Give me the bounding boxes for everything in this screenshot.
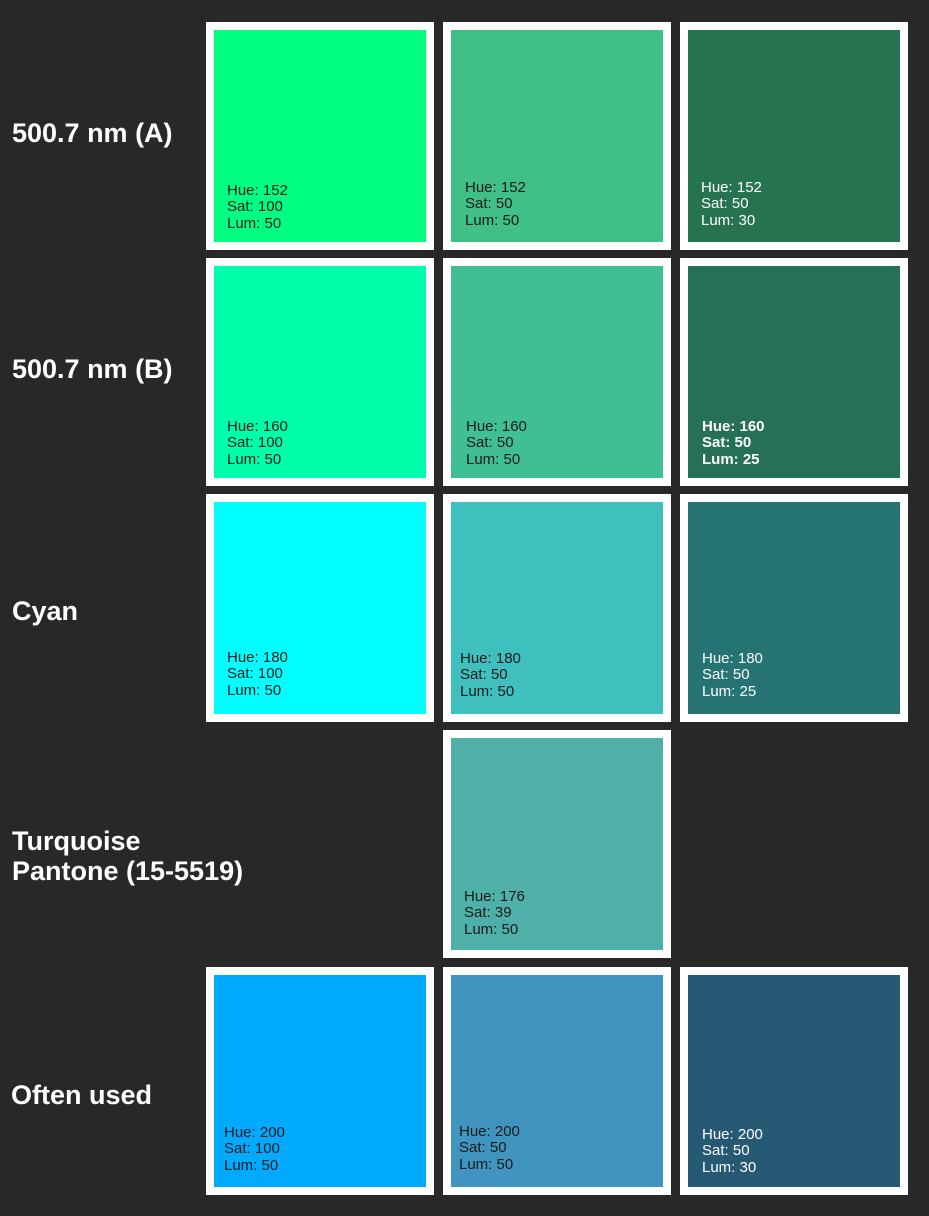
swatch-info: Hue: 160 Sat: 50 Lum: 25 (702, 417, 765, 469)
sat-value: Sat: 50 (701, 195, 749, 212)
swatch-hue152-sat50-lum30: Hue: 152 Sat: 50 Lum: 30 (680, 22, 908, 250)
lum-value: Lum: 50 (466, 450, 521, 468)
swatch-info: Hue: 152 Sat: 50 Lum: 30 (701, 178, 762, 230)
sat-value: Sat: 50 (702, 1142, 750, 1159)
sat-value: Sat: 100 (227, 665, 283, 682)
sat-value: Sat: 50 (459, 1139, 507, 1156)
swatch-hue180-sat100-lum50: Hue: 180 Sat: 100 Lum: 50 (206, 494, 434, 722)
swatch-hue152-sat100-lum50: Hue: 152 Sat: 100 Lum: 50 (206, 22, 434, 250)
swatch-info: Hue: 180 Sat: 100 Lum: 50 (227, 648, 288, 700)
lum-value: Lum: 50 (464, 920, 519, 938)
hue-value: Hue: 160 (466, 417, 527, 435)
hue-value: Hue: 180 (460, 649, 521, 667)
row-label-turquoise-pantone: Turquoise Pantone (15-5519) (12, 826, 244, 886)
swatch-hue160-sat50-lum50: Hue: 160 Sat: 50 Lum: 50 (443, 258, 671, 486)
row-label-500-7-nm-b: 500.7 nm (B) (12, 354, 173, 384)
sat-value: Sat: 50 (460, 666, 508, 683)
swatch-info: Hue: 200 Sat: 50 Lum: 30 (702, 1125, 763, 1177)
swatch-hue180-sat50-lum25: Hue: 180 Sat: 50 Lum: 25 (680, 494, 908, 722)
hue-value: Hue: 152 (465, 178, 526, 196)
lum-value: Lum: 50 (459, 1155, 514, 1173)
swatch-hue160-sat50-lum25: Hue: 160 Sat: 50 Lum: 25 (680, 258, 908, 486)
row-label-cyan: Cyan (12, 596, 79, 626)
swatch-info: Hue: 152 Sat: 100 Lum: 50 (227, 181, 288, 233)
swatch-hue160-sat100-lum50: Hue: 160 Sat: 100 Lum: 50 (206, 258, 434, 486)
row-label-500-7-nm-a: 500.7 nm (A) (12, 118, 173, 148)
lum-value: Lum: 30 (701, 211, 756, 229)
lum-value: Lum: 50 (224, 1156, 279, 1174)
lum-value: Lum: 25 (702, 682, 757, 700)
hue-value: Hue: 180 (702, 649, 763, 667)
swatch-hue200-sat100-lum50: Hue: 200 Sat: 100 Lum: 50 (206, 967, 434, 1195)
hue-value: Hue: 200 (459, 1122, 520, 1140)
swatch-info: Hue: 152 Sat: 50 Lum: 50 (465, 178, 526, 230)
swatch-info: Hue: 160 Sat: 50 Lum: 50 (466, 417, 527, 469)
swatch-hue200-sat50-lum50: Hue: 200 Sat: 50 Lum: 50 (443, 967, 671, 1195)
hue-value: Hue: 152 (227, 181, 288, 199)
lum-value: Lum: 25 (702, 450, 760, 468)
hue-value: Hue: 152 (701, 178, 762, 196)
hue-value: Hue: 180 (227, 648, 288, 666)
swatch-hue152-sat50-lum50: Hue: 152 Sat: 50 Lum: 50 (443, 22, 671, 250)
hue-value: Hue: 176 (464, 887, 525, 905)
swatch-hue200-sat50-lum30: Hue: 200 Sat: 50 Lum: 30 (680, 967, 908, 1195)
swatch-info: Hue: 200 Sat: 100 Lum: 50 (224, 1123, 285, 1175)
swatch-info: Hue: 180 Sat: 50 Lum: 25 (702, 649, 763, 701)
swatch-info: Hue: 160 Sat: 100 Lum: 50 (227, 417, 288, 469)
swatch-info: Hue: 200 Sat: 50 Lum: 50 (459, 1122, 520, 1174)
sat-value: Sat: 50 (702, 434, 752, 451)
swatch-info: Hue: 176 Sat: 39 Lum: 50 (464, 887, 525, 939)
lum-value: Lum: 50 (227, 681, 282, 699)
lum-value: Lum: 50 (227, 450, 282, 468)
hue-value: Hue: 160 (227, 417, 288, 435)
hue-value: Hue: 200 (224, 1123, 285, 1141)
lum-value: Lum: 50 (227, 214, 282, 232)
lum-value: Lum: 50 (465, 211, 520, 229)
sat-value: Sat: 100 (224, 1140, 280, 1157)
swatch-hue180-sat50-lum50: Hue: 180 Sat: 50 Lum: 50 (443, 494, 671, 722)
hue-value: Hue: 160 (702, 417, 765, 435)
lum-value: Lum: 50 (460, 682, 515, 700)
sat-value: Sat: 100 (227, 434, 283, 451)
sat-value: Sat: 50 (466, 434, 514, 451)
sat-value: Sat: 50 (465, 195, 513, 212)
lum-value: Lum: 30 (702, 1158, 757, 1176)
swatch-hue176-sat39-lum50: Hue: 176 Sat: 39 Lum: 50 (443, 730, 671, 958)
sat-value: Sat: 100 (227, 198, 283, 215)
row-label-often-used: Often used (11, 1080, 153, 1110)
hue-value: Hue: 200 (702, 1125, 763, 1143)
sat-value: Sat: 39 (464, 904, 512, 921)
swatch-info: Hue: 180 Sat: 50 Lum: 50 (460, 649, 521, 701)
sat-value: Sat: 50 (702, 666, 750, 683)
